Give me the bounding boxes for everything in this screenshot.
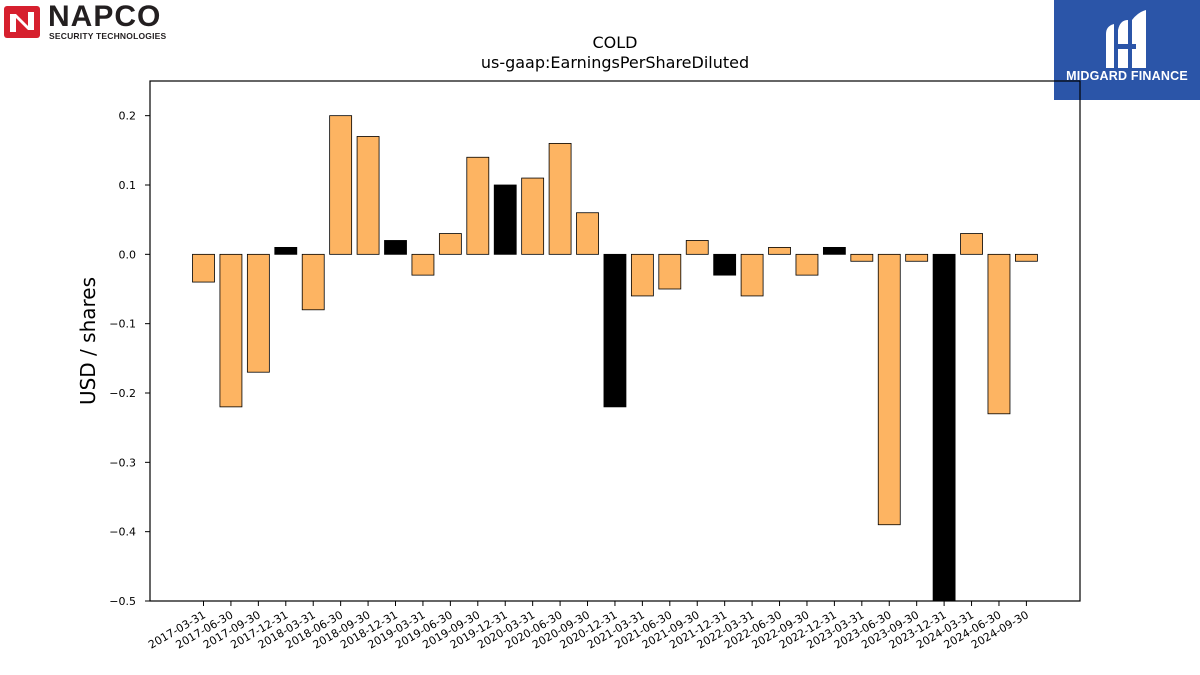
bar-2021-06-30 bbox=[658, 253, 682, 290]
y-tick-label: 0.0 bbox=[119, 248, 137, 261]
napco-tagline: SECURITY TECHNOLOGIES bbox=[49, 31, 167, 41]
bar-2022-12-31 bbox=[822, 246, 846, 255]
plot-frame bbox=[149, 80, 1081, 602]
bar-2018-09-30 bbox=[356, 136, 380, 255]
y-axis-ticks: −0.5 −0.4 −0.3 −0.2 −0.1 0.0 0.1 0.2 bbox=[109, 110, 150, 608]
bars-group bbox=[192, 115, 1038, 602]
bar-2022-06-30 bbox=[768, 246, 791, 255]
bar-2024-03-31 bbox=[960, 233, 983, 255]
napco-logo: NAPCO SECURITY TECHNOLOGIES bbox=[4, 0, 209, 41]
bar-2017-03-31 bbox=[192, 253, 215, 283]
y-tick-label: 0.1 bbox=[119, 179, 137, 192]
bar-2017-09-30 bbox=[246, 253, 270, 373]
midgard-mark-icon bbox=[1106, 10, 1146, 68]
bar-2022-03-31 bbox=[740, 253, 764, 297]
x-axis-ticks: 2017-03-312017-06-302017-09-302017-12-31… bbox=[146, 601, 1031, 652]
y-axis-label: USD / shares bbox=[76, 277, 100, 405]
bar-2019-09-30 bbox=[466, 156, 490, 255]
y-tick-label: 0.2 bbox=[119, 110, 137, 123]
bar-2021-12-31 bbox=[713, 253, 737, 276]
bar-2017-12-31 bbox=[274, 246, 298, 255]
chart-subtitle: us-gaap:EarningsPerShareDiluted bbox=[481, 53, 749, 72]
bar-2021-09-30 bbox=[685, 240, 709, 255]
bar-2024-06-30 bbox=[987, 253, 1011, 415]
midgard-wordmark: MIDGARD FINANCE bbox=[1066, 69, 1188, 83]
bar-2020-03-31 bbox=[521, 177, 545, 255]
y-tick-label: −0.5 bbox=[109, 595, 136, 608]
chart-title: COLD bbox=[593, 33, 638, 52]
bar-2020-12-31 bbox=[603, 253, 627, 408]
napco-mark-icon bbox=[4, 6, 40, 38]
bar-2023-09-30 bbox=[905, 253, 929, 262]
bar-2018-12-31 bbox=[384, 240, 407, 255]
bar-2020-09-30 bbox=[576, 212, 599, 255]
y-tick-label: −0.4 bbox=[109, 526, 136, 539]
bar-2019-06-30 bbox=[438, 233, 462, 255]
bar-2024-09-30 bbox=[1015, 253, 1038, 262]
bar-2019-03-31 bbox=[411, 253, 435, 276]
bar-2017-06-30 bbox=[219, 253, 243, 408]
bar-2018-06-30 bbox=[329, 115, 353, 255]
bar-2022-09-30 bbox=[795, 253, 819, 276]
midgard-finance-logo: MIDGARD FINANCE bbox=[1054, 0, 1200, 100]
bar-2023-12-31 bbox=[932, 253, 956, 602]
bar-2023-03-31 bbox=[850, 253, 874, 262]
y-tick-label: −0.3 bbox=[109, 456, 136, 469]
bar-2023-06-30 bbox=[877, 253, 901, 526]
bar-2021-03-31 bbox=[630, 253, 654, 297]
bar-2020-06-30 bbox=[548, 142, 572, 255]
napco-wordmark: NAPCO bbox=[48, 0, 162, 33]
bar-2019-12-31 bbox=[493, 184, 517, 255]
y-tick-label: −0.2 bbox=[109, 387, 136, 400]
y-tick-label: −0.1 bbox=[109, 318, 136, 331]
bar-2018-03-31 bbox=[301, 253, 325, 311]
